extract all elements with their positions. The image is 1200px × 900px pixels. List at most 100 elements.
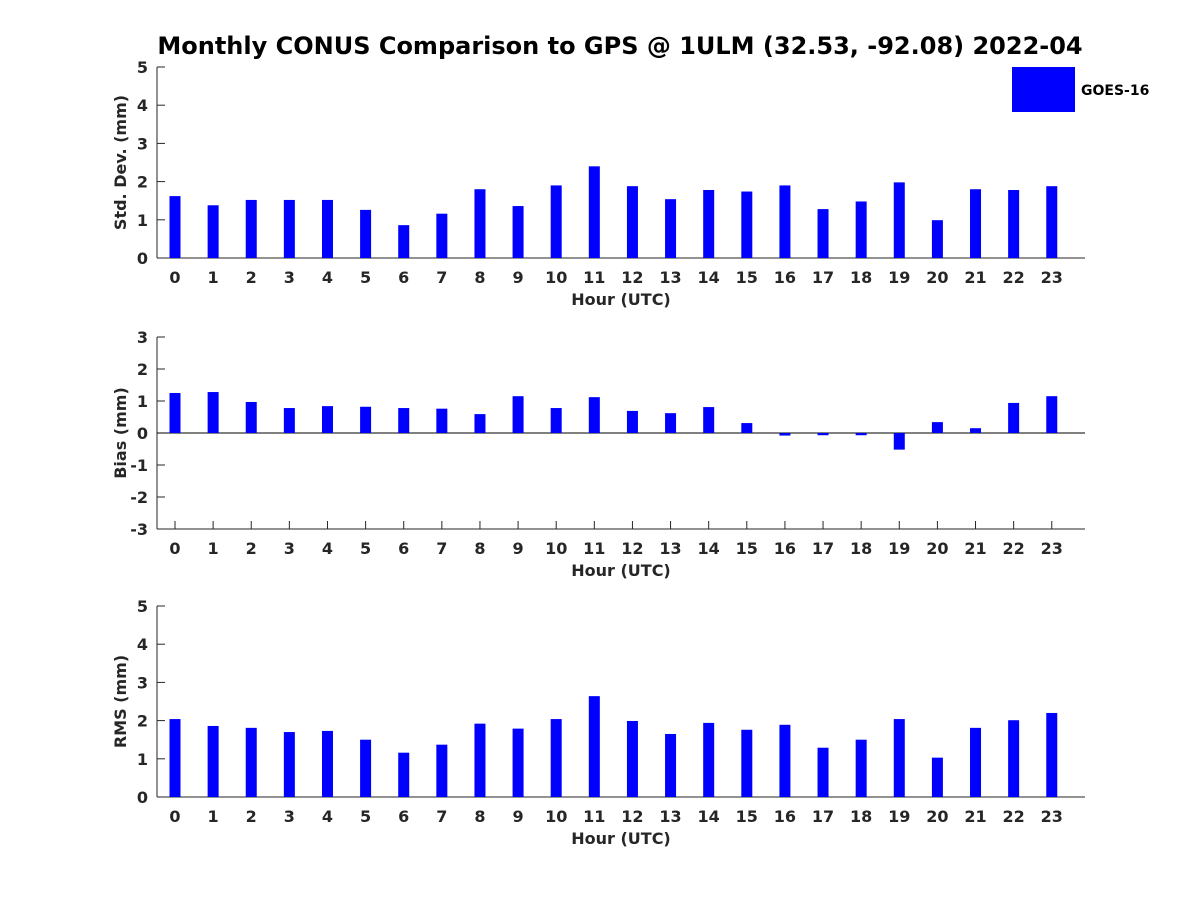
bias-bar-hour-23 bbox=[1046, 396, 1058, 433]
stddev-bar-hour-3 bbox=[283, 199, 295, 258]
bias-x-tick-label: 13 bbox=[659, 539, 681, 558]
rms-x-tick-label: 0 bbox=[169, 807, 180, 826]
bias-bar-hour-19 bbox=[893, 433, 905, 450]
rms-bar-hour-16 bbox=[779, 724, 791, 797]
rms-x-tick-label: 14 bbox=[698, 807, 720, 826]
rms-y-tick-label: 5 bbox=[137, 597, 148, 616]
bias-y-axis-label: Bias (mm) bbox=[111, 387, 130, 479]
rms-y-tick-label: 4 bbox=[137, 635, 148, 654]
stddev-x-tick-label: 3 bbox=[284, 268, 295, 287]
stddev-x-tick-label: 19 bbox=[888, 268, 910, 287]
bias-bar-hour-3 bbox=[283, 408, 295, 433]
stddev-x-tick-label: 12 bbox=[621, 268, 643, 287]
stddev-bar-hour-13 bbox=[665, 199, 677, 258]
bias-bar-hour-9 bbox=[512, 396, 524, 433]
bias-bar-hour-5 bbox=[360, 406, 372, 433]
bias-x-tick-label: 14 bbox=[698, 539, 720, 558]
bias-bar-hour-2 bbox=[245, 401, 257, 433]
bias-bar-hour-7 bbox=[436, 408, 448, 433]
bias-y-tick-label: -1 bbox=[130, 456, 148, 475]
rms-x-tick-label: 12 bbox=[621, 807, 643, 826]
rms-bar-hour-10 bbox=[550, 719, 562, 797]
bias-x-tick-label: 0 bbox=[169, 539, 180, 558]
stddev-x-tick-label: 20 bbox=[926, 268, 948, 287]
bias-bar-hour-13 bbox=[665, 413, 677, 433]
stddev-bar-hour-17 bbox=[817, 209, 829, 258]
bias-bar-hour-17 bbox=[817, 433, 829, 436]
rms-bar-hour-5 bbox=[360, 739, 372, 797]
stddev-bar-hour-16 bbox=[779, 185, 791, 258]
rms-x-tick-label: 23 bbox=[1041, 807, 1063, 826]
rms-bar-hour-8 bbox=[474, 723, 486, 797]
rms-bar-hour-12 bbox=[626, 720, 638, 797]
stddev-y-tick-label: 2 bbox=[137, 173, 148, 192]
bias-bar-hour-10 bbox=[550, 408, 562, 433]
stddev-x-tick-label: 6 bbox=[398, 268, 409, 287]
stddev-x-tick-label: 14 bbox=[698, 268, 720, 287]
bias-bar-hour-15 bbox=[741, 423, 753, 433]
stddev-bar-hour-6 bbox=[398, 225, 410, 258]
rms-x-tick-label: 2 bbox=[246, 807, 257, 826]
bias-bar-hour-16 bbox=[779, 433, 791, 436]
bias-x-tick-label: 4 bbox=[322, 539, 333, 558]
rms-bar-hour-15 bbox=[741, 729, 753, 797]
stddev-x-tick-label: 18 bbox=[850, 268, 872, 287]
bias-x-tick-label: 7 bbox=[436, 539, 447, 558]
bias-x-axis-label: Hour (UTC) bbox=[571, 561, 671, 580]
rms-x-tick-label: 13 bbox=[659, 807, 681, 826]
bias-x-tick-label: 11 bbox=[583, 539, 605, 558]
rms-y-tick-label: 0 bbox=[137, 788, 148, 807]
bias-x-tick-label: 8 bbox=[474, 539, 485, 558]
bias-bar-hour-21 bbox=[970, 428, 982, 433]
bias-bar-hour-18 bbox=[855, 433, 867, 436]
legend-swatch-goes16 bbox=[1012, 67, 1075, 112]
rms-bar-hour-22 bbox=[1008, 720, 1020, 797]
rms-y-tick-label: 3 bbox=[137, 673, 148, 692]
bias-x-tick-label: 2 bbox=[246, 539, 257, 558]
stddev-bar-hour-14 bbox=[703, 190, 715, 258]
bias-y-tick-label: 1 bbox=[137, 392, 148, 411]
stddev-bar-hour-11 bbox=[588, 166, 600, 258]
legend: GOES-16 bbox=[1012, 67, 1149, 112]
rms-bar-hour-20 bbox=[931, 757, 943, 797]
rms-bar-hour-9 bbox=[512, 728, 524, 797]
bias-x-tick-label: 17 bbox=[812, 539, 834, 558]
stddev-x-tick-label: 8 bbox=[474, 268, 485, 287]
bias-x-tick-label: 19 bbox=[888, 539, 910, 558]
bias-x-tick-label: 12 bbox=[621, 539, 643, 558]
rms-x-axis-label: Hour (UTC) bbox=[571, 829, 671, 848]
rms-bar-hour-14 bbox=[703, 722, 715, 797]
bias-y-tick-label: -2 bbox=[130, 488, 148, 507]
rms-x-tick-label: 6 bbox=[398, 807, 409, 826]
stddev-bar-hour-9 bbox=[512, 206, 524, 258]
rms-x-tick-label: 18 bbox=[850, 807, 872, 826]
legend-label-goes16: GOES-16 bbox=[1081, 83, 1149, 99]
bias-bar-hour-20 bbox=[931, 422, 943, 433]
rms-bar-hour-7 bbox=[436, 744, 448, 797]
stddev-x-tick-label: 21 bbox=[964, 268, 986, 287]
stddev-y-tick-label: 5 bbox=[137, 58, 148, 77]
stddev-bar-hour-21 bbox=[970, 189, 982, 258]
stddev-x-tick-label: 23 bbox=[1041, 268, 1063, 287]
stddev-y-axis-label: Std. Dev. (mm) bbox=[111, 95, 130, 230]
rms-x-tick-label: 1 bbox=[208, 807, 219, 826]
stddev-x-tick-label: 16 bbox=[774, 268, 796, 287]
bias-y-tick-label: -3 bbox=[130, 520, 148, 539]
rms-bar-hour-13 bbox=[665, 733, 677, 797]
stddev-y-tick-label: 4 bbox=[137, 96, 148, 115]
stddev-bar-hour-19 bbox=[893, 182, 905, 258]
stddev-bar-hour-23 bbox=[1046, 186, 1058, 258]
rms-bar-hour-17 bbox=[817, 747, 829, 797]
bias-bar-hour-6 bbox=[398, 408, 410, 433]
bias-bar-hour-8 bbox=[474, 414, 486, 433]
rms-x-tick-label: 22 bbox=[1003, 807, 1025, 826]
bias-x-tick-label: 3 bbox=[284, 539, 295, 558]
stddev-x-tick-label: 13 bbox=[659, 268, 681, 287]
stddev-x-tick-label: 0 bbox=[169, 268, 180, 287]
bias-bar-hour-14 bbox=[703, 407, 715, 433]
rms-x-tick-label: 7 bbox=[436, 807, 447, 826]
